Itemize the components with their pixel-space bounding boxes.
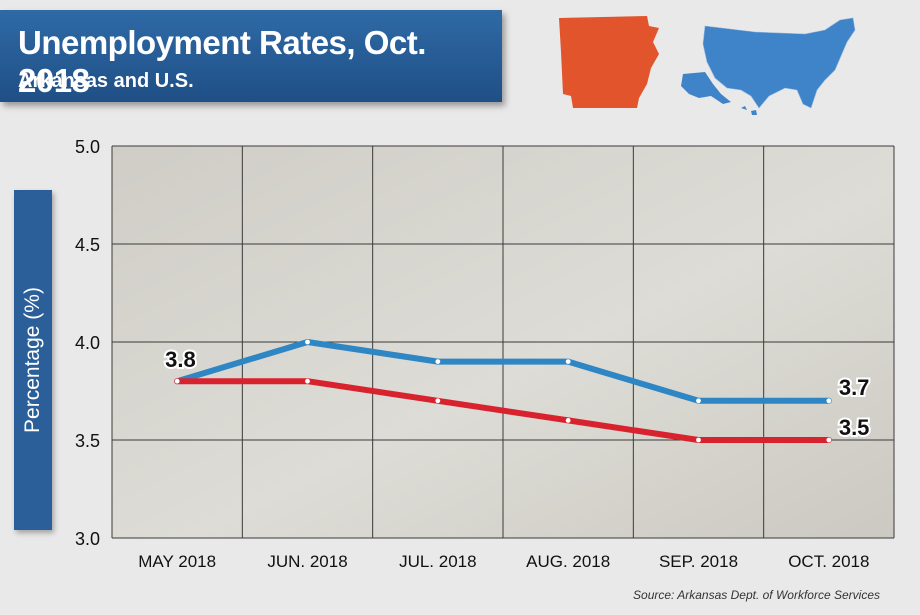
- alaska-map-icon: [681, 72, 731, 104]
- x-tick-label: AUG. 2018: [526, 552, 610, 571]
- data-point-us: [305, 339, 310, 345]
- y-tick-labels: 3.0 3.5 4.0 4.5 5.0: [75, 137, 100, 549]
- data-point-us: [696, 398, 701, 404]
- data-labels: 3.8 3.7 3.5: [163, 345, 871, 442]
- data-point-us: [435, 359, 441, 364]
- data-point-us: [826, 398, 832, 404]
- data-point-us: [565, 359, 571, 364]
- series-line-us: [174, 339, 832, 404]
- hawaii-map-icon: [741, 106, 757, 115]
- source-note: Source: Arkansas Dept. of Workforce Serv…: [633, 588, 880, 602]
- maps-illustration: [559, 16, 856, 115]
- chart-title: Unemployment Rates, Oct. 2018: [18, 24, 426, 99]
- data-label: 3.8: [165, 347, 196, 372]
- us-map-icon: [702, 17, 856, 109]
- y-tick-label: 3.0: [75, 529, 100, 549]
- data-point-arkansas: [696, 437, 701, 443]
- data-point-arkansas: [305, 378, 310, 384]
- x-tick-label: JUL. 2018: [399, 552, 477, 571]
- y-tick-label: 5.0: [75, 137, 100, 157]
- x-tick-label: SEP. 2018: [659, 552, 738, 571]
- series-line-arkansas: [174, 378, 832, 443]
- arkansas-map-icon: [559, 16, 659, 108]
- data-label: 3.5: [839, 415, 870, 440]
- series-lines: [174, 339, 832, 443]
- chart-subtitle: Arkansas and U.S.: [18, 70, 194, 92]
- title-banner: Unemployment Rates, Oct. 2018 Arkansas a…: [0, 10, 502, 102]
- y-tick-label: 4.0: [75, 333, 100, 353]
- y-axis-label-box: Percentage (%): [14, 190, 52, 530]
- x-tick-label: OCT. 2018: [788, 552, 869, 571]
- data-point-arkansas: [174, 378, 180, 384]
- y-tick-label: 3.5: [75, 431, 100, 451]
- data-label: 3.7: [839, 375, 870, 400]
- data-point-arkansas: [826, 437, 832, 443]
- x-tick-label: JUN. 2018: [267, 552, 347, 571]
- data-point-arkansas: [565, 418, 571, 423]
- data-point-arkansas: [435, 398, 441, 404]
- x-tick-labels: MAY 2018 JUN. 2018 JUL. 2018 AUG. 2018 SEP. …: [138, 552, 869, 571]
- x-tick-label: MAY 2018: [138, 552, 216, 571]
- y-tick-label: 4.5: [75, 235, 100, 255]
